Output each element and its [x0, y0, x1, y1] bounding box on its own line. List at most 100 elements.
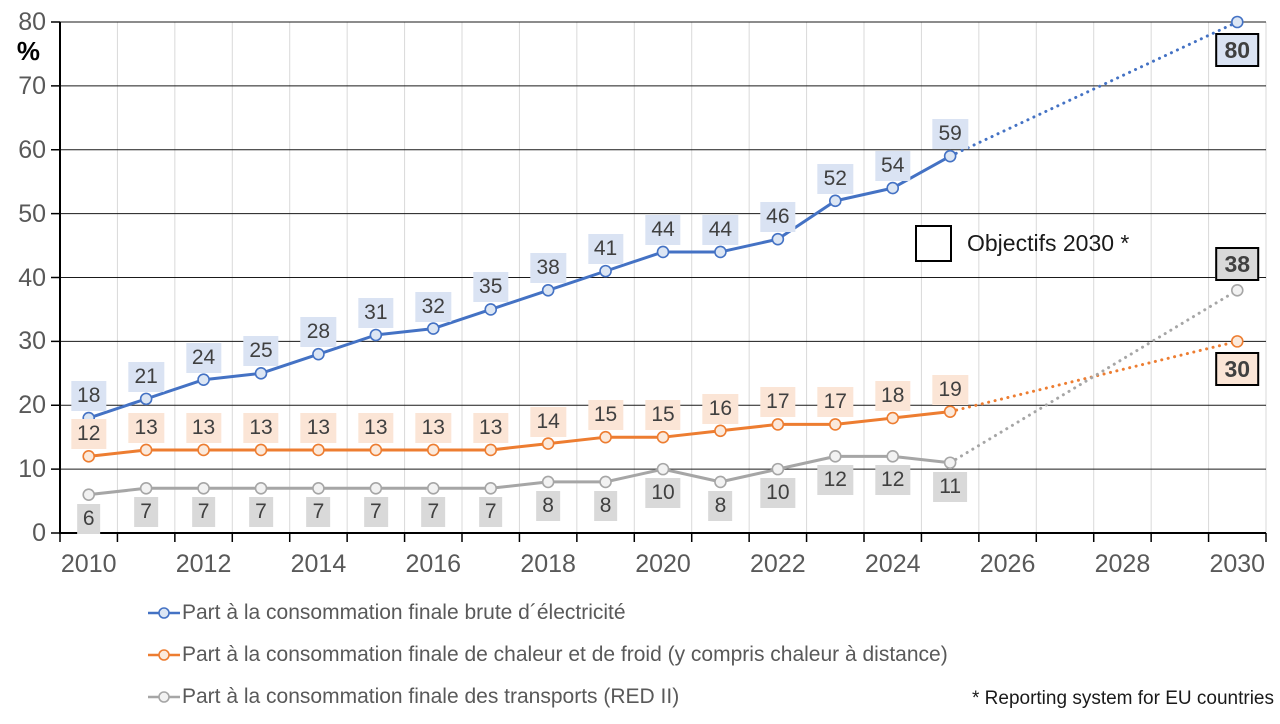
legend-line-marker-icon	[148, 649, 180, 661]
data-point-marker	[369, 481, 383, 495]
x-tick-label: 2024	[864, 550, 921, 578]
data-label: 25	[243, 336, 279, 367]
data-label: 41	[587, 234, 624, 265]
data-point-marker	[254, 481, 268, 495]
y-tick-label: 20	[18, 391, 46, 420]
y-tick-label: 80	[18, 8, 46, 36]
data-label: 7	[478, 497, 503, 528]
data-point-marker	[656, 430, 670, 444]
data-point-marker	[426, 443, 440, 457]
data-point-marker	[82, 488, 96, 501]
data-label: 13	[128, 412, 164, 443]
x-tick-label: 2030	[1209, 550, 1266, 578]
data-point-marker	[599, 264, 612, 278]
data-label: 10	[645, 478, 681, 509]
data-label: 17	[760, 387, 796, 418]
objective-2030-label: 80	[1215, 33, 1260, 67]
data-label: 21	[128, 361, 164, 392]
data-point-marker	[426, 481, 440, 495]
data-point-marker	[714, 245, 727, 259]
data-point-marker	[541, 437, 555, 450]
x-tick-label: 2028	[1094, 550, 1151, 578]
data-point-marker	[1230, 15, 1244, 29]
data-label: 46	[760, 202, 796, 233]
x-tick-label: 2018	[520, 550, 576, 578]
y-tick-label: 50	[18, 199, 46, 228]
data-point-marker	[82, 450, 96, 463]
data-label: 52	[817, 163, 853, 194]
data-label: 6	[76, 503, 101, 534]
objectives-2030-legend: Objectifs 2030 *	[915, 224, 1129, 262]
legend-label: Part à la consommation finale de chaleur…	[182, 643, 948, 666]
data-label: 7	[421, 497, 446, 528]
objective-2030-label: 38	[1215, 247, 1260, 282]
data-label: 28	[300, 317, 337, 348]
data-point-marker	[943, 149, 957, 163]
data-label: 35	[473, 272, 509, 303]
data-point-marker	[197, 443, 210, 457]
data-label: 13	[358, 412, 394, 443]
data-label: 7	[134, 497, 158, 528]
data-point-marker	[369, 443, 383, 457]
data-label: 18	[71, 381, 107, 412]
data-point-marker	[254, 443, 268, 457]
legend-label: Part à la consommation finale brute d´él…	[182, 601, 626, 624]
axes	[51, 21, 1267, 542]
data-point-marker	[886, 411, 900, 425]
data-label: 32	[415, 291, 451, 322]
x-tick-label: 2016	[405, 550, 462, 578]
data-point-marker	[197, 481, 210, 495]
legend-line-marker-icon	[148, 607, 180, 619]
data-point-marker	[369, 328, 383, 342]
data-point-marker	[714, 475, 727, 489]
data-label: 10	[760, 478, 796, 509]
data-point-marker	[139, 443, 153, 457]
data-point-marker	[828, 194, 842, 208]
data-point-marker	[828, 450, 842, 463]
data-label: 12	[71, 419, 107, 450]
x-tick-label: 2014	[290, 550, 347, 578]
data-point-marker	[139, 481, 153, 495]
objectives-box-icon	[915, 224, 952, 262]
y-tick-label: 70	[18, 71, 46, 100]
data-point-marker	[656, 245, 670, 259]
data-label: 59	[932, 119, 968, 150]
data-label: 15	[587, 400, 624, 431]
data-label: 13	[415, 412, 451, 443]
data-point-marker	[312, 347, 325, 361]
x-tick-label: 2026	[979, 550, 1036, 578]
x-tick-label: 2020	[635, 550, 691, 578]
data-label: 8	[593, 490, 618, 521]
data-point-marker	[312, 443, 325, 457]
data-point-marker	[1230, 283, 1244, 297]
y-tick-label: 0	[32, 519, 46, 547]
data-point-marker	[943, 405, 957, 418]
data-label: 7	[191, 497, 216, 528]
y-tick-label: 10	[18, 455, 46, 484]
legend-label: Part à la consommation finale des transp…	[182, 685, 680, 708]
data-point-marker	[771, 232, 785, 246]
data-label: 16	[702, 393, 739, 424]
data-point-marker	[541, 283, 555, 297]
data-point-marker	[656, 462, 670, 476]
x-tick-label: 2012	[175, 550, 232, 578]
data-label: 15	[645, 400, 681, 431]
data-label: 11	[933, 471, 968, 502]
data-point-marker	[1230, 335, 1244, 348]
data-label: 7	[364, 497, 388, 528]
projection-dotted-line-0	[948, 20, 1239, 158]
series-line-2	[82, 283, 1244, 501]
footnote: * Reporting system for EU countries	[971, 688, 1274, 709]
data-point-marker	[599, 430, 612, 444]
data-label: 18	[875, 381, 911, 412]
chart-legend: Part à la consommation finale brute d´él…	[148, 598, 948, 724]
data-point-marker	[599, 475, 612, 489]
objective-2030-label: 30	[1215, 352, 1260, 387]
data-label: 13	[473, 412, 509, 443]
data-label: 12	[875, 465, 911, 496]
data-point-marker	[943, 456, 957, 470]
data-point-marker	[139, 392, 153, 406]
x-tick-label: 2022	[750, 550, 806, 578]
